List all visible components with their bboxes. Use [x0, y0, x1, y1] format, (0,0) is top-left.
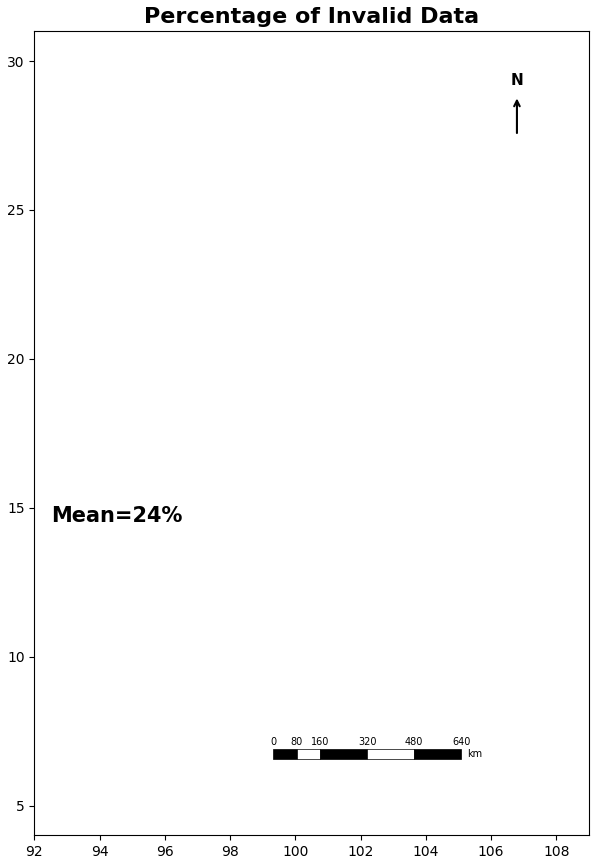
- Text: 80: 80: [290, 737, 303, 746]
- Bar: [273, 749, 297, 759]
- Bar: [367, 749, 414, 759]
- Bar: [320, 749, 367, 759]
- Title: Percentage of Invalid Data: Percentage of Invalid Data: [144, 7, 479, 27]
- Bar: [414, 749, 461, 759]
- Text: 480: 480: [405, 737, 423, 746]
- Text: 0: 0: [270, 737, 276, 746]
- Bar: [297, 749, 320, 759]
- Text: 320: 320: [358, 737, 377, 746]
- Text: Mean=24%: Mean=24%: [51, 506, 182, 526]
- Text: 160: 160: [311, 737, 330, 746]
- Text: N: N: [511, 73, 523, 87]
- Text: 640: 640: [452, 737, 470, 746]
- Text: km: km: [467, 749, 482, 759]
